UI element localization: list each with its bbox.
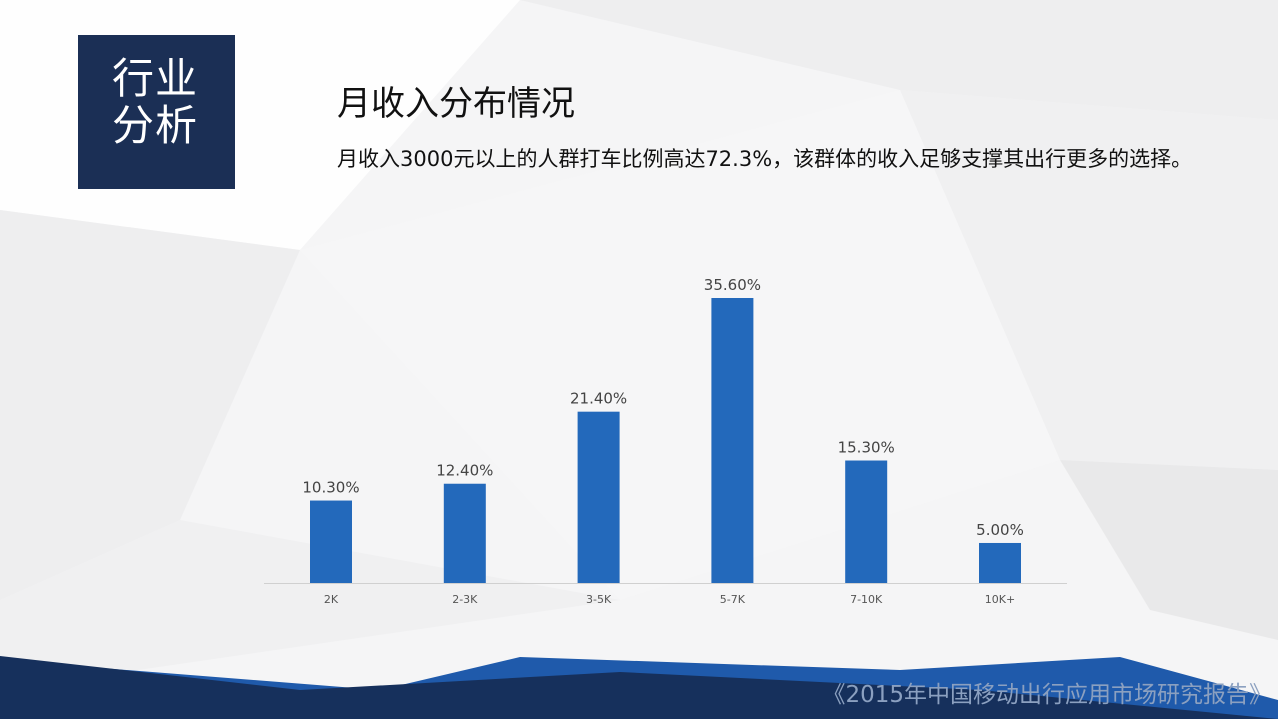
data-label-5-7K: 35.60% bbox=[704, 276, 761, 294]
slide-title: 月收入分布情况 bbox=[337, 84, 575, 124]
tick-label-10K+: 10K+ bbox=[985, 593, 1015, 606]
bar-10K+ bbox=[979, 542, 1021, 583]
bar-2K bbox=[310, 500, 352, 583]
data-label-3-5K: 21.40% bbox=[570, 390, 627, 408]
tick-label-3-5K: 3-5K bbox=[586, 593, 612, 606]
tick-label-2K: 2K bbox=[324, 593, 339, 606]
data-label-2-3K: 12.40% bbox=[436, 462, 493, 480]
slide-description: 月收入3000元以上的人群打车比例高达72.3%，该群体的收入足够支撑其出行更多… bbox=[337, 147, 1193, 171]
section-tag: 行业 分析 bbox=[78, 35, 235, 189]
bar-5-7K bbox=[711, 298, 754, 583]
data-label-10K+: 5.00% bbox=[976, 521, 1024, 539]
data-label-2K: 10.30% bbox=[302, 479, 359, 497]
section-tag-line2: 分析 bbox=[112, 101, 199, 150]
footer-wave-dark bbox=[0, 656, 1278, 719]
report-source: 《2015年中国移动出行应用市场研究报告》 bbox=[822, 682, 1272, 708]
bar-2-3K bbox=[443, 483, 486, 583]
section-tag-line1: 行业 bbox=[112, 54, 199, 103]
bar-3-5K bbox=[577, 411, 620, 583]
tick-label-2-3K: 2-3K bbox=[452, 593, 478, 606]
tick-label-5-7K: 5-7K bbox=[720, 593, 746, 606]
tick-label-7-10K: 7-10K bbox=[850, 593, 883, 606]
data-label-7-10K: 15.30% bbox=[838, 439, 895, 457]
bar-7-10K bbox=[845, 460, 888, 583]
